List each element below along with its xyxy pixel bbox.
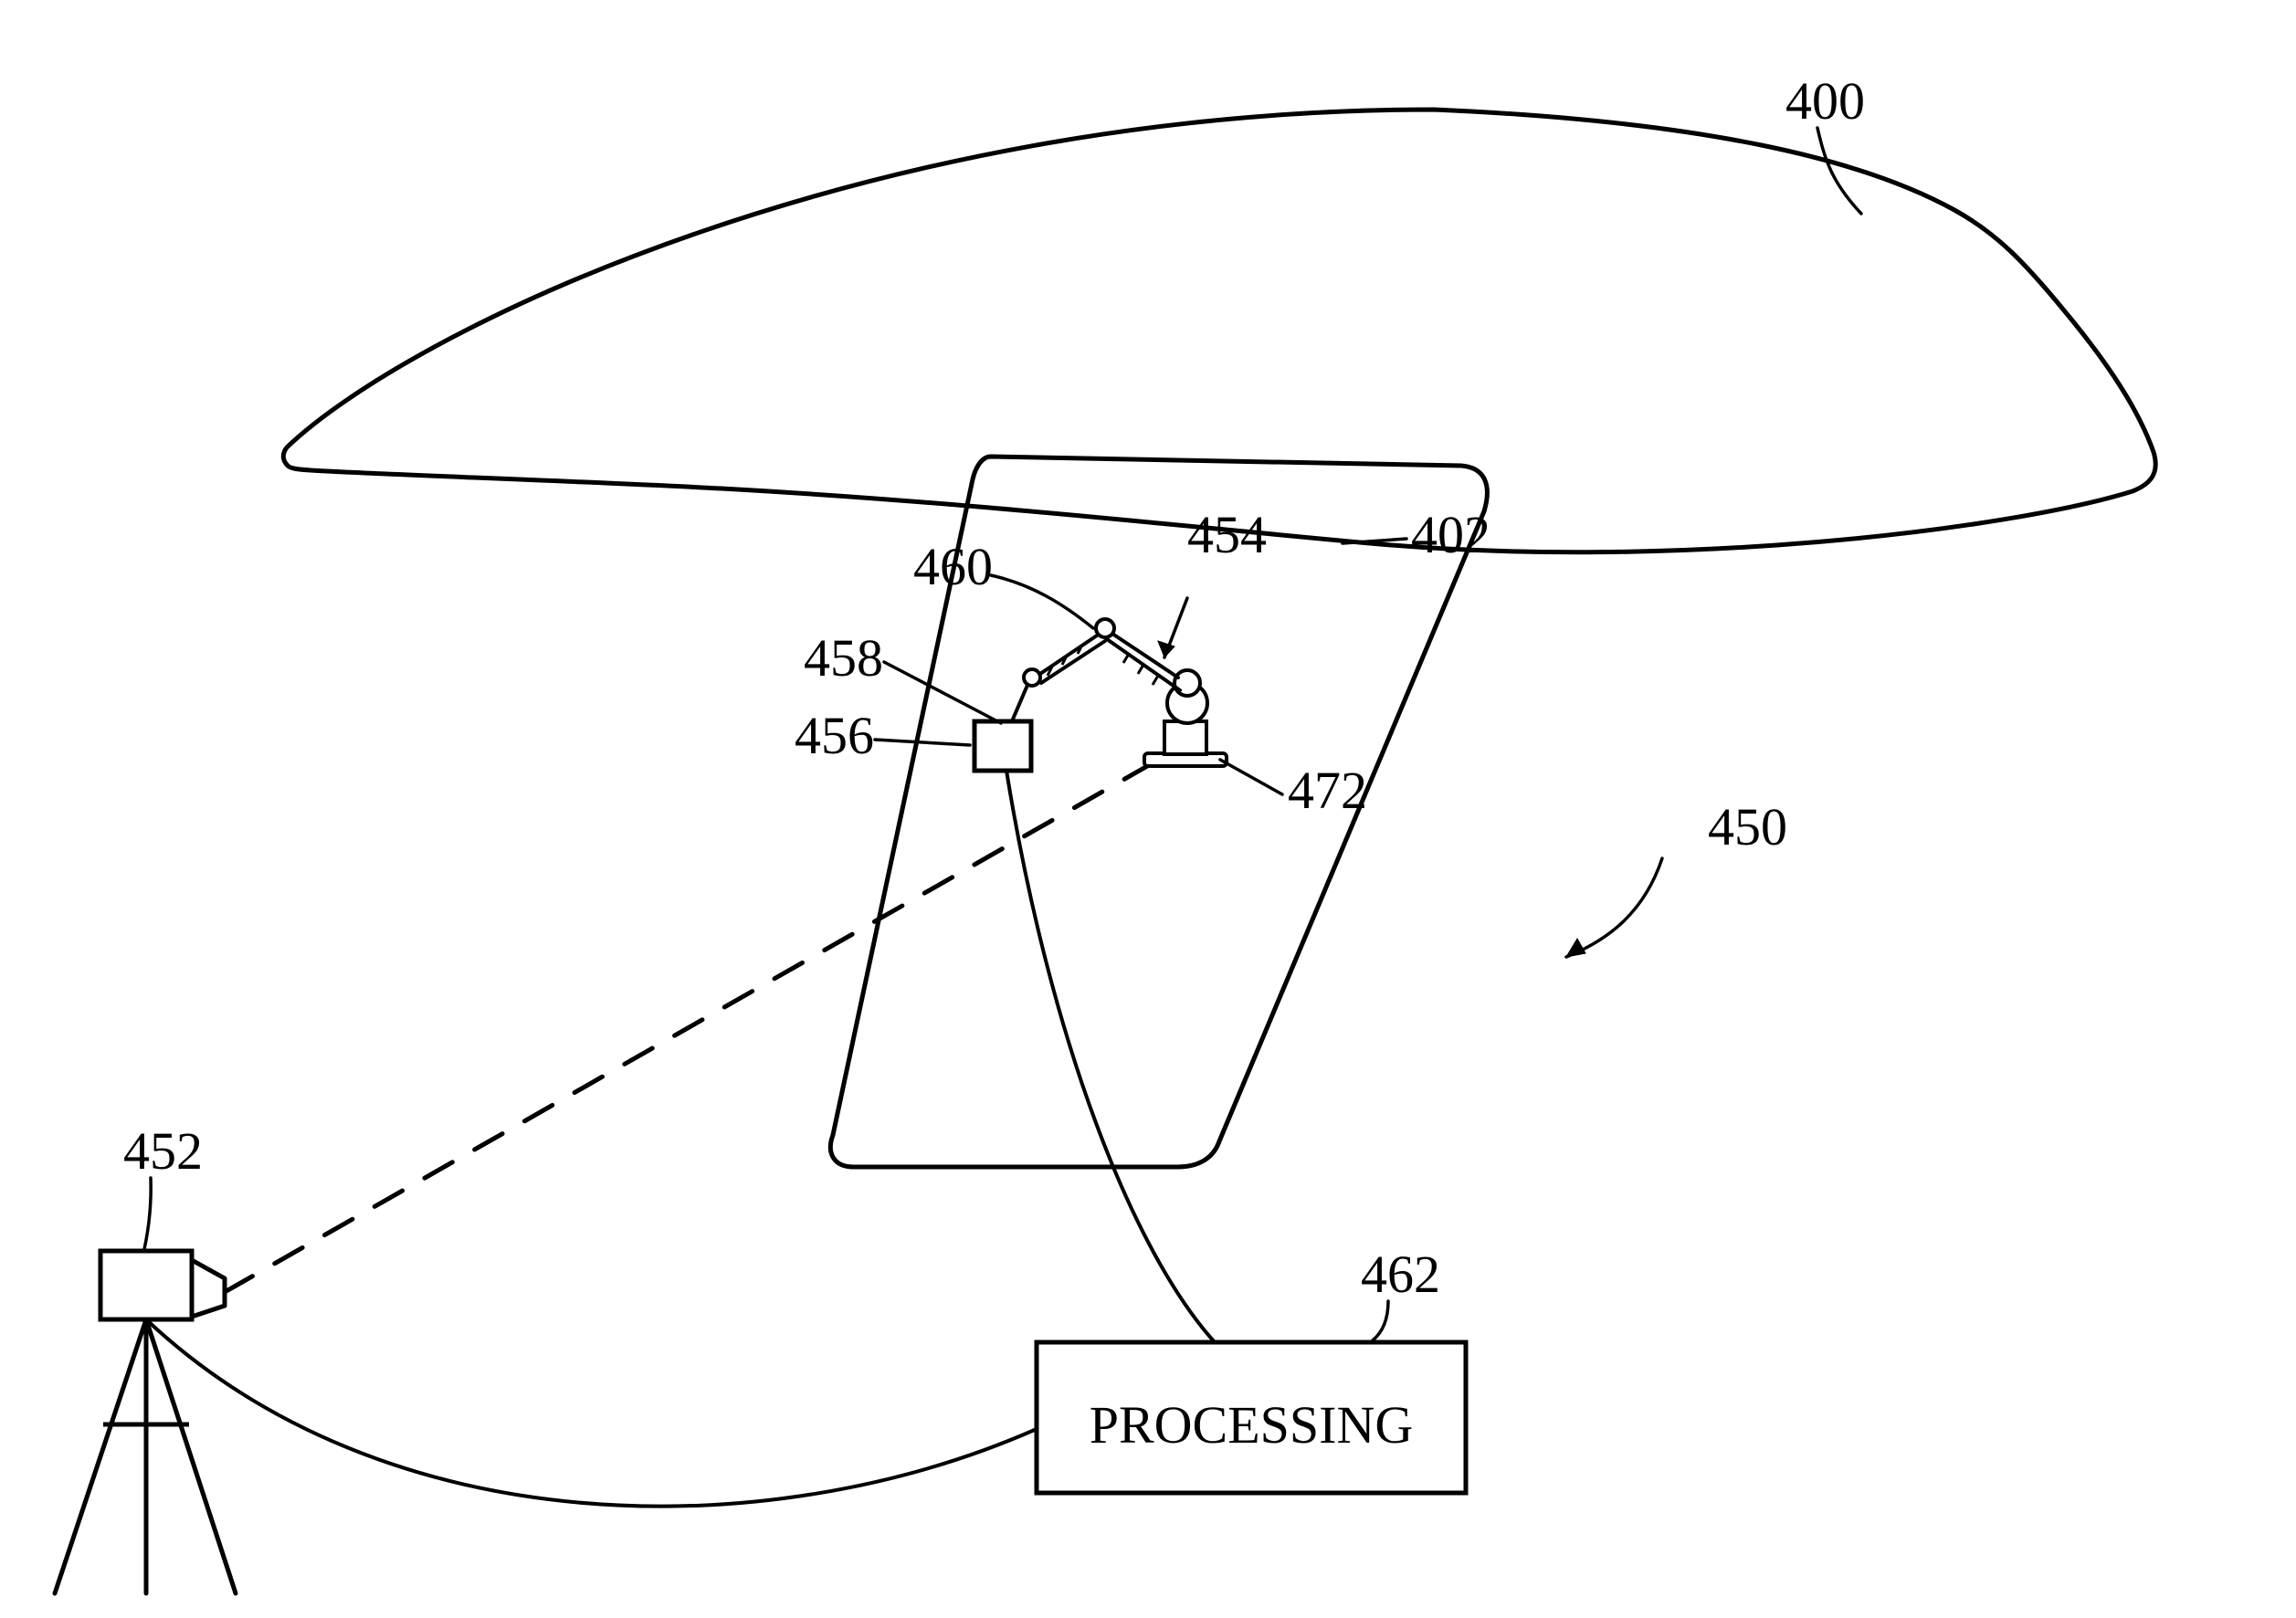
reference-numeral: 454	[1187, 505, 1267, 564]
reference-numeral: 462	[1361, 1245, 1440, 1304]
reference-numeral: 460	[913, 537, 993, 596]
reference-numeral: 456	[795, 706, 874, 765]
robot-wrist-joint	[1024, 669, 1040, 686]
reference-numeral: 400	[1785, 71, 1865, 131]
processing-label: PROCESSING	[1090, 1395, 1414, 1455]
robot-pedestal	[1164, 721, 1206, 754]
robot-shoulder-cap	[1174, 670, 1200, 696]
robot-elbow-joint	[1096, 619, 1114, 637]
reference-numeral: 472	[1288, 761, 1367, 820]
reference-numeral: 450	[1708, 797, 1787, 856]
reference-numeral: 458	[804, 628, 883, 688]
robot-end-effector-box	[974, 721, 1031, 771]
reference-numeral: 402	[1411, 505, 1490, 564]
sensor-head-box	[100, 1251, 192, 1319]
reference-numeral: 452	[123, 1121, 203, 1181]
